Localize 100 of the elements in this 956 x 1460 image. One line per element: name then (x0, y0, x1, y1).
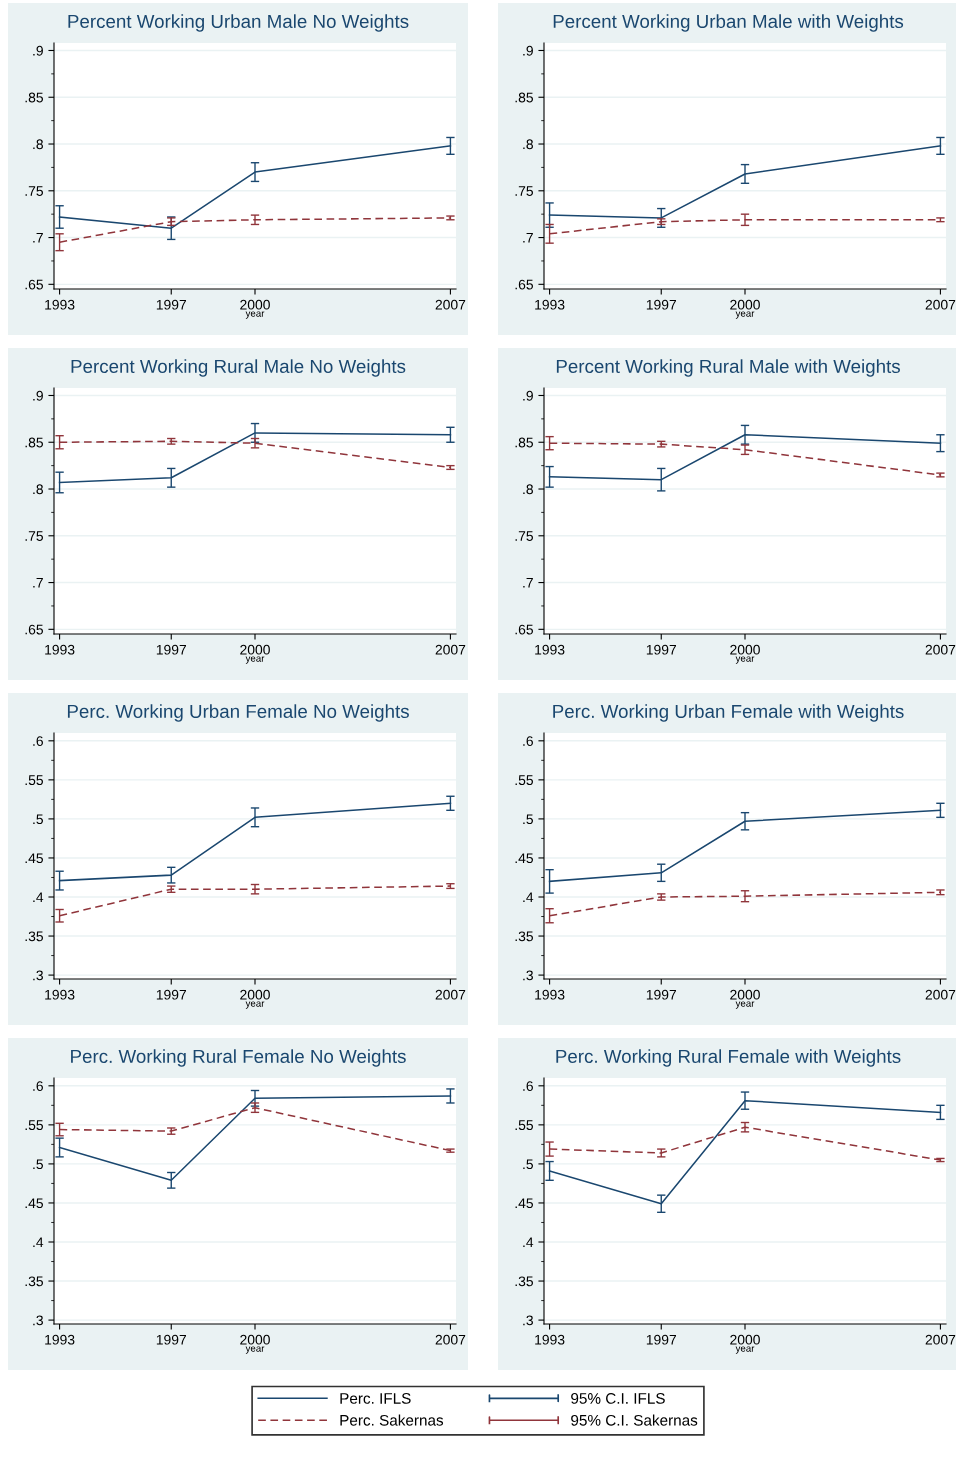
x-tick-label: 1997 (646, 989, 676, 1000)
y-tick-label: .35 (25, 931, 43, 942)
chart-title: Percent Working Rural Male No Weights (71, 359, 406, 377)
x-tick-label: 2007 (435, 644, 466, 655)
x-axis-title: year (735, 656, 755, 664)
y-tick-label: .9 (523, 390, 533, 401)
x-axis-title: year (735, 311, 755, 319)
x-tick-label: 1993 (45, 644, 75, 655)
y-tick-label: .7 (523, 578, 533, 588)
y-tick-label: .65 (515, 624, 533, 635)
x-tick-label: 2007 (435, 299, 466, 310)
chart-title: Perc. Working Urban Female No Weights (67, 704, 409, 722)
x-tick-label: 2000 (730, 299, 760, 310)
x-tick-label: 1997 (156, 644, 186, 655)
y-tick-label: .3 (33, 970, 43, 981)
y-tick-label: .6 (33, 736, 43, 746)
x-tick-label: 2000 (240, 989, 270, 1000)
y-tick-label: .75 (25, 186, 43, 196)
y-tick-label: .5 (33, 814, 43, 825)
x-axis-title: year (245, 1001, 265, 1009)
y-tick-label: .85 (25, 437, 43, 448)
x-tick-label: 1997 (156, 989, 186, 1000)
y-tick-label: .75 (25, 531, 43, 541)
x-tick-label: 1993 (535, 1334, 565, 1345)
chart-title: Perc. Working Rural Female No Weights (71, 1049, 406, 1067)
chart-title: Perc. Working Urban Female with Weights (553, 704, 904, 722)
y-tick-label: .45 (515, 1198, 533, 1209)
chart-title: Percent Working Urban Male No Weights (68, 14, 409, 32)
x-tick-label: 2000 (730, 989, 760, 1000)
y-tick-label: .3 (523, 1315, 533, 1326)
text: 95% C.I. IFLS (571, 1393, 665, 1404)
y-tick-label: .5 (523, 814, 533, 825)
y-tick-label: .55 (25, 1120, 43, 1131)
y-tick-label: .55 (25, 775, 43, 786)
y-tick-label: .45 (25, 853, 43, 864)
y-tick-label: .9 (523, 45, 533, 56)
y-tick-label: .9 (33, 390, 43, 401)
x-tick-label: 2000 (240, 1334, 270, 1345)
y-tick-label: .8 (523, 139, 533, 150)
y-tick-label: .35 (515, 1276, 533, 1287)
y-tick-label: .3 (33, 1315, 43, 1326)
y-tick-label: .7 (523, 233, 533, 243)
x-axis-title: year (245, 1346, 265, 1354)
x-tick-label: 1993 (45, 299, 75, 310)
y-tick-label: .5 (523, 1159, 533, 1170)
legend-label: Perc. IFLS (340, 1393, 411, 1404)
y-tick-label: .7 (33, 233, 43, 243)
y-tick-label: .65 (25, 624, 43, 635)
y-tick-label: .6 (33, 1081, 43, 1091)
y-tick-label: .3 (523, 970, 533, 981)
text: 95% C.I. Sakernas (571, 1414, 698, 1426)
x-tick-label: 1993 (535, 644, 565, 655)
x-tick-label: 2000 (730, 1334, 760, 1345)
x-tick-label: 1997 (156, 1334, 186, 1345)
x-axis-title: year (735, 1346, 755, 1354)
y-tick-label: .8 (523, 484, 533, 495)
y-tick-label: .6 (523, 736, 533, 746)
x-tick-label: 1993 (45, 1334, 75, 1345)
y-tick-label: .8 (33, 139, 43, 150)
chart-title: Perc. Working Rural Female with Weights (556, 1049, 901, 1067)
y-tick-label: .45 (515, 853, 533, 864)
x-axis-title: year (735, 1001, 755, 1009)
x-tick-label: 1997 (646, 299, 676, 310)
y-tick-label: .5 (33, 1159, 43, 1170)
x-tick-label: 2007 (435, 1334, 466, 1345)
y-tick-label: .4 (33, 1237, 44, 1248)
y-tick-label: .75 (515, 186, 533, 196)
y-tick-label: .85 (515, 437, 533, 448)
x-tick-label: 2007 (925, 299, 956, 310)
x-tick-label: 2007 (435, 989, 466, 1000)
y-tick-label: .7 (33, 578, 43, 588)
y-tick-label: .85 (515, 92, 533, 103)
y-tick-label: .85 (25, 92, 43, 103)
x-tick-label: 1997 (156, 299, 186, 310)
y-tick-label: .4 (523, 1237, 534, 1248)
y-tick-label: .65 (25, 279, 43, 290)
x-tick-label: 1993 (535, 989, 565, 1000)
y-tick-label: .55 (515, 775, 533, 786)
y-tick-label: .55 (515, 1120, 533, 1131)
x-tick-label: 1997 (646, 1334, 676, 1345)
y-tick-label: .9 (33, 45, 43, 56)
y-tick-label: .75 (515, 531, 533, 541)
x-axis-title: year (245, 311, 265, 319)
x-tick-label: 2007 (925, 1334, 956, 1345)
x-tick-label: 2000 (730, 644, 760, 655)
y-tick-label: .35 (25, 1276, 43, 1287)
y-tick-label: .45 (25, 1198, 43, 1209)
x-tick-label: 1993 (45, 989, 75, 1000)
legend-label: Perc. Sakernas (340, 1414, 444, 1426)
x-tick-label: 2000 (240, 299, 270, 310)
x-tick-label: 1993 (535, 299, 565, 310)
x-tick-label: 2007 (925, 989, 956, 1000)
y-tick-label: .65 (515, 279, 533, 290)
x-tick-label: 1997 (646, 644, 676, 655)
chart-title: Percent Working Urban Male with Weights (553, 14, 904, 32)
x-axis-title: year (245, 656, 265, 664)
y-tick-label: .8 (33, 484, 43, 495)
y-tick-label: .6 (523, 1081, 533, 1091)
chart-title: Percent Working Rural Male with Weights (556, 359, 900, 377)
y-tick-label: .35 (515, 931, 533, 942)
